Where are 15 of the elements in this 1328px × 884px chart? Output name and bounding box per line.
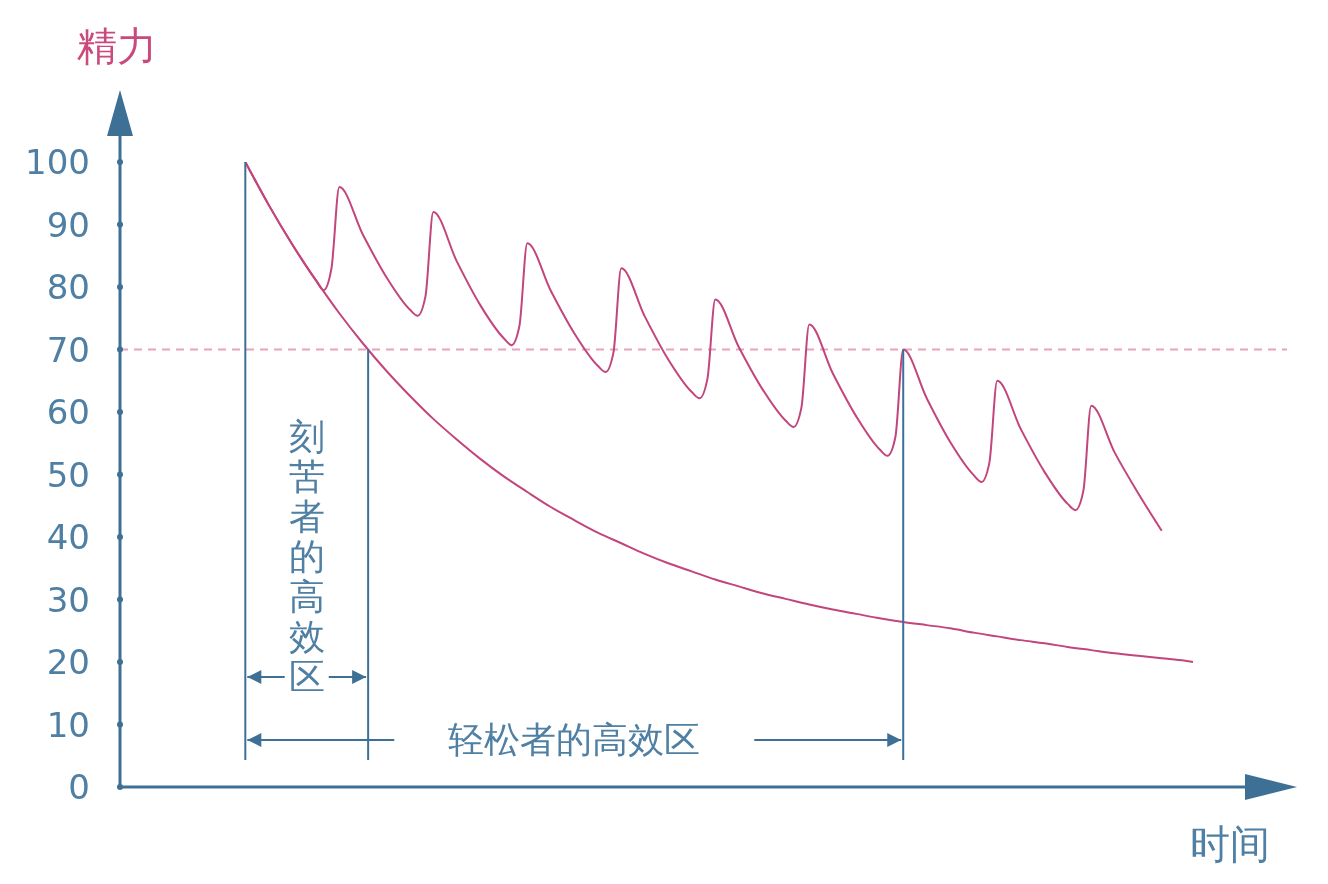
y-tick-label: 10 xyxy=(46,704,90,745)
y-tick-label: 80 xyxy=(46,267,90,307)
y-tick-label: 40 xyxy=(46,517,90,557)
y-tick-label: 20 xyxy=(46,642,90,682)
y-tick-label: 50 xyxy=(46,454,90,495)
y-tick-label: 70 xyxy=(46,329,90,370)
x-axis-title: 时间 xyxy=(1190,821,1270,867)
y-tick-label: 90 xyxy=(46,204,90,245)
annotation: 轻松者的高效区 xyxy=(448,719,701,760)
y-tick-label: 60 xyxy=(46,392,90,432)
y-tick-label: 100 xyxy=(25,142,90,182)
y-tick-label: 0 xyxy=(68,767,90,807)
y-axis-title: 精力 xyxy=(77,23,157,69)
y-tick-label: 30 xyxy=(46,579,90,620)
annotation: 刻苦者的高效区 xyxy=(288,416,325,697)
